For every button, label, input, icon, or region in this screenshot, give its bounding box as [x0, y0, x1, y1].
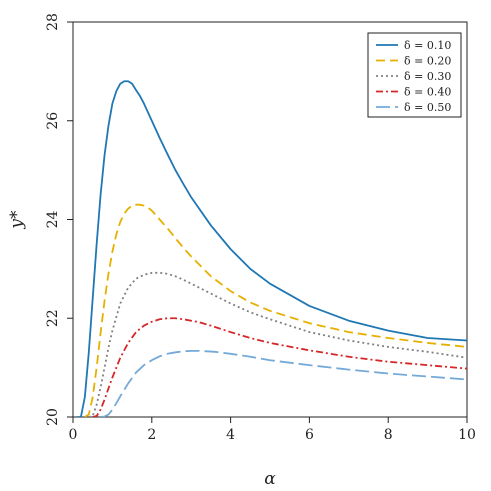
legend-label-2: δ = 0.20	[404, 55, 451, 68]
x-tick-label: 0	[69, 427, 78, 443]
legend-box	[367, 32, 462, 118]
x-tick-label: 2	[147, 427, 156, 443]
y-tick-label: 20	[45, 408, 61, 426]
x-tick-label: 10	[458, 427, 476, 443]
y-tick-label: 22	[45, 309, 61, 327]
x-axis-title: α	[264, 469, 276, 489]
series-group	[76, 80, 467, 417]
y-tick-label: 26	[45, 112, 61, 130]
x-tick-label: 8	[384, 427, 393, 443]
y-tick-label: 28	[45, 13, 61, 31]
series-line-4	[92, 317, 467, 417]
x-tick-label: 4	[226, 427, 235, 443]
series-line-2	[84, 203, 467, 417]
legend-label-3: δ = 0.30	[404, 70, 451, 83]
legend: δ = 0.10 δ = 0.20 δ = 0.30 δ = 0.40 δ = 0.50	[367, 32, 462, 118]
y-axis-title: y*	[7, 210, 27, 230]
legend-label-4: δ = 0.40	[404, 86, 451, 99]
series-line-5	[100, 349, 467, 417]
x-tick-label: 6	[305, 427, 314, 443]
y-tick-label: 24	[45, 211, 61, 229]
legend-label-5: δ = 0.50	[404, 101, 451, 114]
series-line-1	[76, 80, 467, 417]
legend-label-1: δ = 0.10	[404, 39, 451, 52]
